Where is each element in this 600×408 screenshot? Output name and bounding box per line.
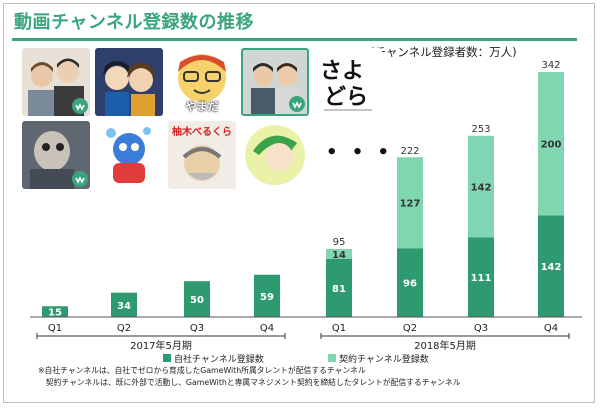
x-tick-label: Q3	[190, 323, 204, 334]
thumbnail-sayodora: さよ どら	[314, 48, 382, 116]
thumbnail-green-hair	[241, 121, 309, 189]
yuzu-beru-kura-label: 柚木べるくら	[172, 127, 232, 138]
group-label: 2018年5月期	[414, 339, 476, 352]
thumbnail-yamada: やまだ	[168, 48, 236, 116]
gamewith-badge-icon	[72, 171, 88, 187]
bar-contract-channel	[397, 157, 423, 249]
thumbnail-two-young-men	[22, 48, 90, 116]
x-tick-label: Q4	[544, 323, 558, 334]
gamewith-badge-icon	[289, 96, 305, 112]
thumbnail-anime-duo	[95, 48, 163, 116]
blue-mascot-image	[95, 121, 163, 189]
legend-swatch	[328, 354, 336, 362]
yamada-image	[168, 48, 236, 116]
footnotes: ※自社チャンネルは、自社でゼロから育成したGameWith所属タレントが配信する…	[38, 365, 461, 389]
bar-contract-channel	[468, 135, 494, 238]
page-title: 動画チャンネル登録数の推移	[14, 12, 254, 33]
thumbnail-yuzu-beru-kura: 柚木べるくら	[168, 121, 236, 189]
thumbnail-two-men	[241, 48, 309, 116]
bar-own-channel	[397, 248, 423, 317]
data-label-own: 50	[190, 295, 204, 306]
two-young-men-image	[22, 48, 90, 116]
yuzu-beru-kura-image	[168, 121, 236, 189]
bar-own-channel	[468, 237, 494, 317]
bar-own-channel	[42, 306, 68, 317]
x-tick-label: Q1	[48, 323, 62, 334]
x-tick-label: Q1	[332, 323, 346, 334]
data-label-total: 342	[541, 60, 560, 71]
data-label-contract: 14	[332, 250, 346, 261]
group-label: 2017年5月期	[130, 339, 192, 352]
x-tick-label: Q2	[403, 323, 417, 334]
title-underline	[12, 38, 577, 41]
footnote-own-channel: ※自社チャンネルは、自社でゼロから育成したGameWith所属タレントが配信する…	[38, 366, 366, 375]
more-channels-ellipsis: • • •	[326, 142, 394, 163]
data-label-total: 95	[333, 237, 346, 248]
x-tick-label: Q4	[260, 323, 274, 334]
legend-swatch	[163, 354, 171, 362]
footnote-contract-channel: 契約チャンネルは、既に外部で活動し、GameWithと専属マネジメント契約を締結…	[38, 378, 461, 387]
data-label-contract: 200	[541, 140, 562, 151]
data-label-contract: 142	[471, 183, 492, 194]
anime-duo-image	[95, 48, 163, 116]
data-label-own: 111	[471, 273, 492, 284]
svg-text:どら: どら	[324, 85, 368, 110]
data-label-contract: 127	[400, 199, 421, 210]
green-hair-image	[241, 121, 309, 189]
slide-frame	[3, 3, 595, 403]
x-tick-label: Q2	[117, 323, 131, 334]
sayodora-logo: さよ どら	[314, 48, 382, 116]
data-label-own: 142	[541, 262, 562, 273]
bar-own-channel	[254, 274, 280, 317]
bar-own-channel	[111, 292, 137, 317]
x-tick-label: Q3	[474, 323, 488, 334]
svg-text:さよ: さよ	[320, 59, 364, 84]
bar-own-channel	[184, 281, 210, 317]
data-label-own: 59	[260, 292, 274, 303]
bar-own-channel	[326, 258, 352, 317]
yamada-label: やまだ	[185, 100, 219, 113]
bar-contract-channel	[538, 72, 564, 216]
data-label-own: 34	[117, 301, 131, 312]
data-label-own: 81	[332, 284, 346, 295]
legend-label: 自社チャンネル登録数	[174, 353, 264, 365]
unit-note: (チャンネル登録者数：万人)	[370, 45, 517, 59]
data-label-own: 15	[48, 308, 62, 319]
data-label-total: 222	[400, 146, 419, 157]
thumbnail-blue-mascot	[95, 121, 163, 189]
data-label-total: 253	[471, 124, 490, 135]
bar-own-channel	[538, 215, 564, 317]
data-label-own: 96	[403, 279, 417, 290]
bar-contract-channel	[326, 248, 352, 259]
legend-label: 契約チャンネル登録数	[339, 353, 429, 365]
thumbnail-masked-figure	[22, 121, 90, 189]
gamewith-badge-icon	[72, 98, 88, 114]
